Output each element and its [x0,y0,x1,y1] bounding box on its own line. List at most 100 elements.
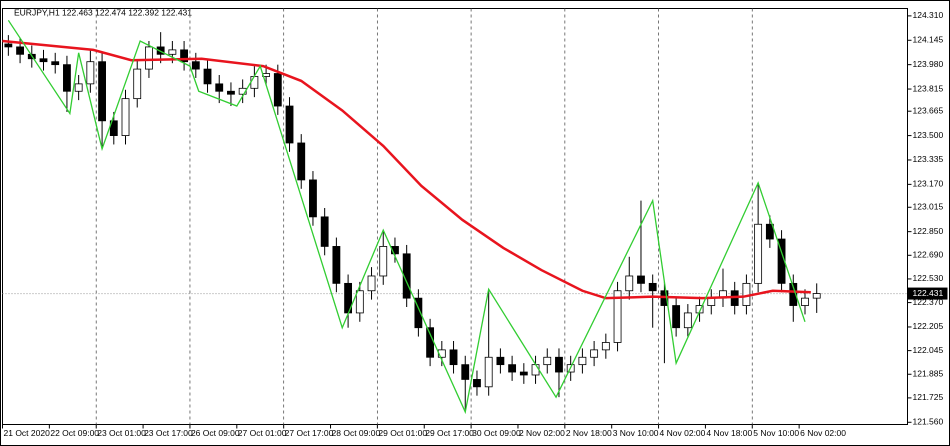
chart-title: EURJPY,H1 122.463 122.474 122.392 122.43… [14,7,192,17]
candle-body [156,46,165,55]
candle-body [683,312,692,329]
candle-body [63,64,71,92]
x-tick-label: 22 Oct 09:00 [50,428,99,438]
x-tick-label: 4 Nov 18:00 [706,428,752,438]
candle-body [473,379,481,388]
candle-body [180,49,189,63]
y-tick-label: 122.045 [913,345,944,355]
candle-body [590,349,599,358]
candle-body [297,142,306,181]
candle-body [496,356,505,366]
x-tick-label: 3 Nov 10:00 [613,428,659,438]
candle-body [555,356,563,373]
candle-body [86,61,95,85]
x-tick-label: 29 Oct 01:00 [378,428,427,438]
candle-body [16,46,24,55]
candle-body [637,275,645,284]
overlay-line [2,39,811,300]
overlay-line [7,19,806,415]
candle-body [391,246,399,255]
candle-body [133,68,142,100]
candle-body [484,356,493,388]
x-tick-label: 5 Nov 10:00 [753,428,799,438]
candle-body [648,282,657,292]
candle-body [98,61,106,122]
y-tick-label: 123.335 [913,154,944,164]
y-tick-label: 121.560 [913,417,944,427]
candle-body [4,43,13,48]
candle-body [601,342,610,351]
candle-body [461,364,470,380]
candle-body [285,105,294,144]
candle-body [39,58,48,63]
y-tick-label: 121.725 [913,392,944,402]
x-tick-label: 23 Oct 01:00 [97,428,146,438]
y-tick-label: 123.500 [913,130,944,140]
y-tick-label: 124.145 [913,35,944,45]
y-tick-label: 122.370 [913,297,944,307]
candle-body [543,356,552,366]
y-tick-label: 122.530 [913,273,944,283]
candle-body [801,297,809,306]
candle-body [613,290,622,343]
candle-body [203,68,212,85]
y-tick-label: 123.980 [913,59,944,69]
candle-body [355,290,364,314]
y-tick-label: 124.310 [913,10,944,20]
y-tick-label: 123.815 [913,83,944,93]
last-price-label: 122.431 [913,288,944,298]
candle-body [578,356,587,366]
candle-body [426,327,435,358]
candle-body [273,73,282,107]
candle-body [508,364,517,373]
candle-body [531,364,540,376]
candle-body [227,90,235,95]
x-tick-label: 30 Oct 09:00 [472,428,521,438]
x-tick-label: 6 Nov 02:00 [800,428,846,438]
y-tick-label: 123.170 [913,179,944,189]
last-price-box [907,287,948,300]
candle-body [379,246,388,277]
candle-body [51,61,60,66]
candle-body [191,61,200,70]
x-tick-label: 27 Oct 01:00 [238,428,287,438]
x-tick-label: 28 Oct 09:00 [332,428,381,438]
x-tick-label: 21 Oct 2020 [4,428,51,438]
x-tick-label: 29 Oct 17:00 [425,428,474,438]
candle-body [74,83,83,92]
x-tick-label: 4 Nov 02:00 [660,428,706,438]
y-tick-label: 123.015 [913,202,944,212]
candle-body [402,253,411,299]
candle-body [109,120,118,136]
candle-body [367,275,376,292]
candle-body [250,76,259,89]
y-tick-label: 122.690 [913,250,944,260]
x-tick-label: 2 Nov 18:00 [566,428,612,438]
candle-body [332,246,341,284]
candle-body [121,98,130,136]
candle-body [320,216,329,247]
candle-body [625,275,634,292]
x-tick-label: 27 Oct 17:00 [285,428,334,438]
y-tick-label: 121.885 [913,369,944,379]
candle-body [765,223,774,240]
x-tick-label: 26 Oct 09:00 [191,428,240,438]
y-tick-label: 122.850 [913,226,944,236]
candle-body [789,282,798,306]
candle-body [168,49,177,55]
candle-body [309,179,317,218]
candle-body [414,297,423,329]
x-tick-label: 23 Oct 17:00 [144,428,193,438]
candle-body [145,46,153,70]
candle-body [707,297,716,306]
candle-body [812,293,821,299]
x-tick-label: 2 Nov 02:00 [519,428,565,438]
candle-body [672,305,681,329]
candle-body [754,223,763,284]
candle-body [519,371,528,376]
y-tick-label: 122.205 [913,321,944,331]
candle-body [215,83,224,92]
candle-body [449,349,458,366]
